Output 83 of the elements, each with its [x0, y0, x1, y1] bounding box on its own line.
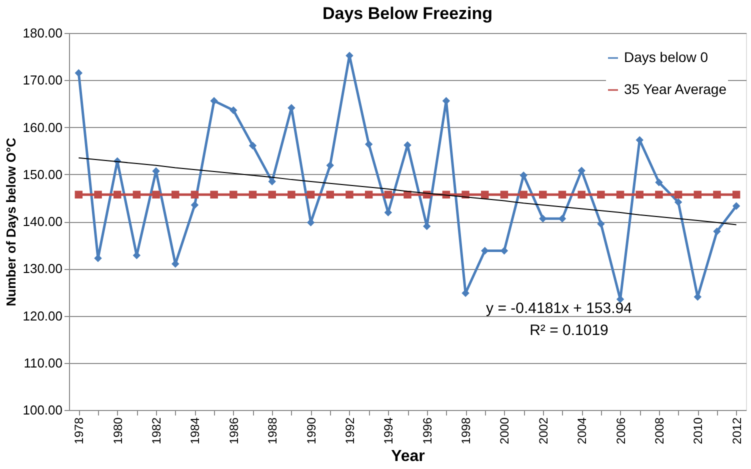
- point: [539, 214, 547, 223]
- point: [674, 198, 682, 206]
- point: [520, 190, 528, 199]
- x-tick-label: 1988: [266, 417, 280, 444]
- point: [152, 190, 160, 199]
- x-tick-label: 1978: [72, 417, 86, 444]
- x-tick-label: 1990: [304, 417, 318, 444]
- point: [132, 190, 141, 199]
- point: [94, 190, 102, 199]
- x-tick-label: 2012: [730, 417, 744, 444]
- point: [732, 190, 740, 199]
- point: [268, 190, 276, 199]
- point: [694, 190, 702, 199]
- chart-title: Days Below Freezing: [322, 4, 493, 23]
- annotation: y = -0.4181x + 153.94: [486, 300, 632, 317]
- x-tick-label: 2002: [536, 417, 550, 444]
- x-tick-label: 1992: [342, 417, 357, 444]
- point: [346, 190, 354, 199]
- point: [326, 190, 334, 199]
- x-tick-label: 1996: [420, 417, 434, 444]
- point: [539, 190, 547, 199]
- y-tick-label: 170.00: [22, 72, 62, 88]
- y-tick-label: 100.00: [22, 402, 62, 418]
- y-tick-label: 140.00: [22, 214, 62, 229]
- point: [268, 178, 276, 186]
- annotation: R² = 0.1019: [530, 322, 608, 339]
- x-tick-label: 1994: [382, 417, 396, 444]
- point: [384, 190, 392, 199]
- x-tick-label: 1984: [188, 417, 202, 444]
- point: [558, 190, 566, 199]
- point: [230, 190, 238, 199]
- point: [655, 190, 663, 199]
- x-tick-label: 2004: [575, 417, 590, 444]
- point: [713, 228, 721, 236]
- legend-label: Days below 0: [624, 49, 708, 65]
- y-tick-label: 150.00: [22, 166, 62, 182]
- x-tick-label: 2000: [498, 417, 512, 444]
- point: [481, 190, 489, 199]
- x-axis-title: Year: [391, 448, 425, 466]
- y-tick-label: 110.00: [24, 355, 62, 370]
- point: [364, 140, 373, 148]
- point: [288, 190, 296, 199]
- point: [558, 214, 566, 223]
- point: [500, 190, 508, 199]
- point: [306, 190, 315, 199]
- point: [190, 190, 199, 199]
- point: [248, 190, 257, 199]
- y-tick-label: 120.00: [22, 308, 62, 324]
- y-tick-label: 180.00: [22, 26, 62, 40]
- point: [655, 178, 663, 186]
- point: [364, 190, 373, 199]
- x-tick-label: 2008: [652, 417, 666, 444]
- y-tick-label: 160.00: [22, 120, 62, 135]
- x-tick-label: 2006: [614, 417, 628, 444]
- point: [210, 96, 218, 105]
- point: [248, 142, 257, 150]
- x-tick-label: 1998: [459, 417, 474, 444]
- point: [636, 190, 644, 199]
- line-series: [78, 157, 737, 226]
- point: [597, 220, 605, 228]
- point: [74, 69, 83, 77]
- point: [190, 201, 199, 209]
- point: [732, 202, 740, 210]
- x-tick-label: 1986: [226, 417, 241, 444]
- x-tick-label: 2010: [691, 417, 706, 444]
- point: [713, 190, 721, 199]
- y-axis-title: Number of Days below O°C: [4, 137, 19, 306]
- point: [230, 106, 238, 114]
- point: [597, 190, 605, 199]
- point: [210, 190, 218, 199]
- point: [326, 162, 334, 170]
- point: [520, 171, 528, 180]
- point: [674, 190, 682, 199]
- point: [578, 190, 586, 199]
- x-tick-label: 1980: [110, 417, 125, 444]
- point: [172, 190, 180, 199]
- point: [578, 166, 586, 174]
- y-tick-label: 130.00: [22, 261, 62, 276]
- legend-label: 35 Year Average: [624, 81, 727, 97]
- point: [113, 190, 122, 199]
- point: [616, 190, 624, 199]
- x-tick-label: 1982: [150, 417, 164, 444]
- point: [74, 190, 83, 199]
